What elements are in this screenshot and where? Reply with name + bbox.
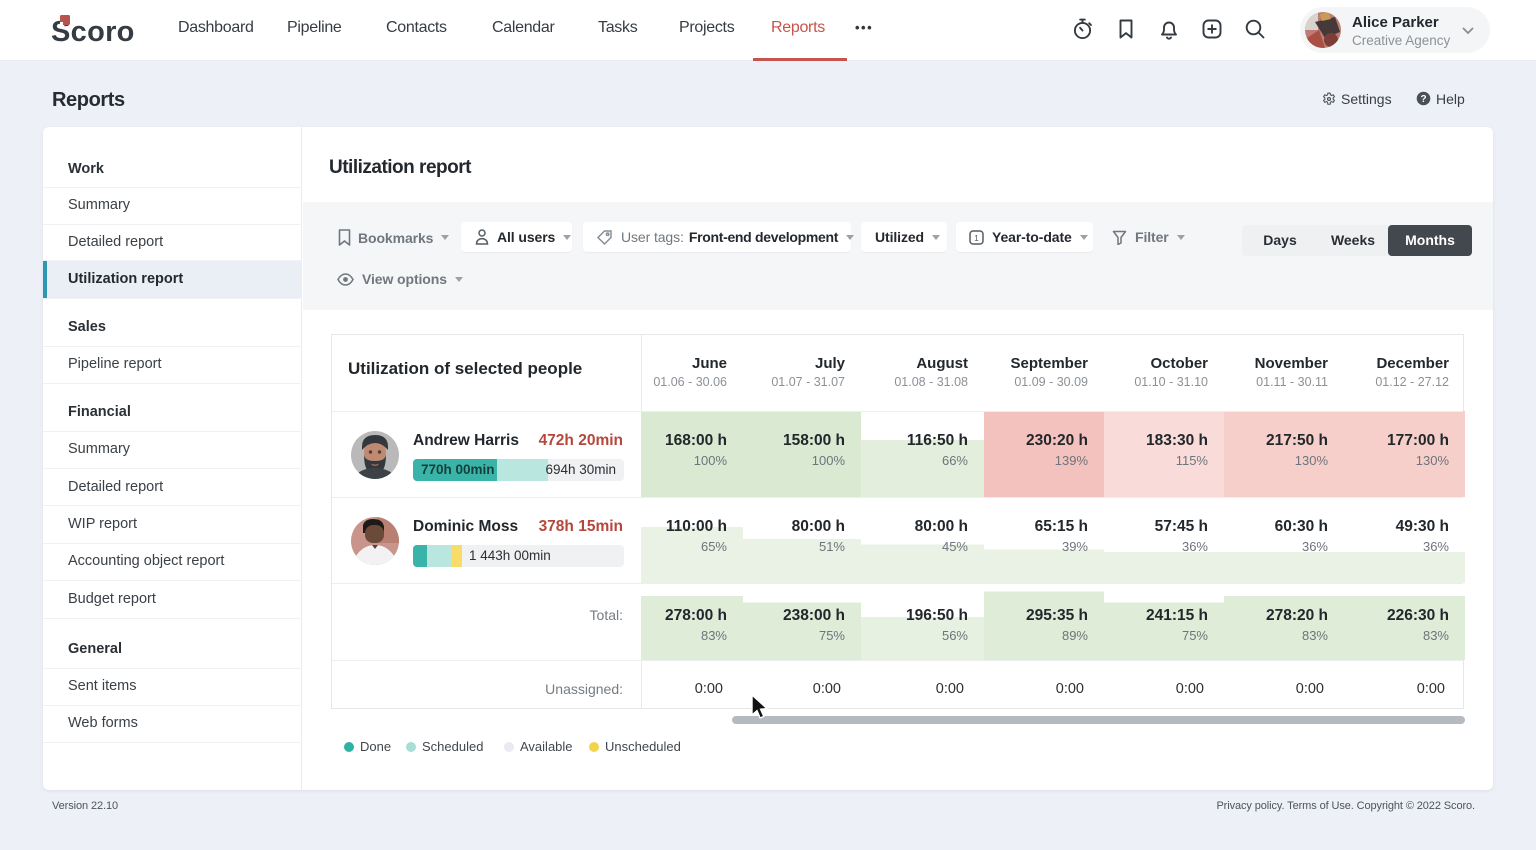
svg-text:1: 1 [974, 233, 979, 243]
svg-text:?: ? [1420, 94, 1426, 105]
